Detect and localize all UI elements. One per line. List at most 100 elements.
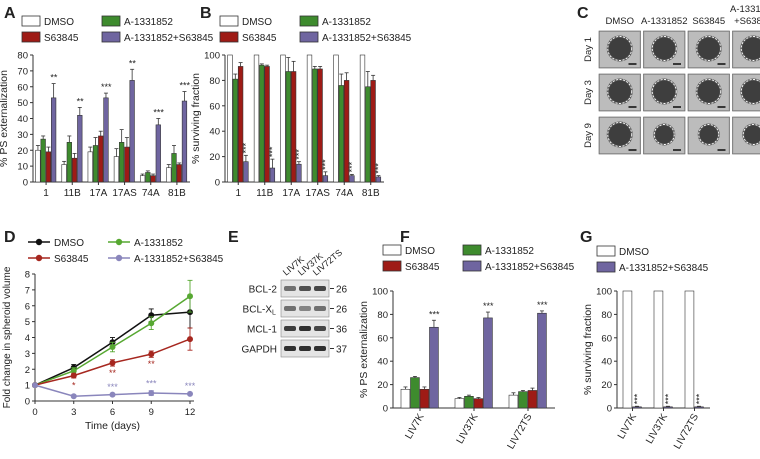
bar <box>410 377 420 409</box>
bar <box>322 175 329 183</box>
y-tick-label: 6 <box>25 301 30 312</box>
significance-label: ** <box>109 368 117 378</box>
significance-label: *** <box>374 163 384 174</box>
chart-panel-f: DMSO A-1331852 S63845 A-1331852+S63845 0 20 40… <box>358 244 575 451</box>
x-tick-label: 12 <box>185 407 196 418</box>
bar <box>61 164 67 183</box>
bar <box>429 326 439 409</box>
protein-band <box>284 306 296 311</box>
y-axis-title: Fold change in spheroid volume <box>2 266 13 408</box>
molecular-weight-label: 37 <box>336 345 348 356</box>
y-tick-label: 80 <box>209 76 220 87</box>
panel-letter-g: G <box>580 229 592 246</box>
bar <box>694 406 704 409</box>
y-tick-label: 0 <box>25 397 30 408</box>
image-row-label: Day 9 <box>583 123 594 148</box>
bar <box>243 161 249 183</box>
legend-label: DMSO <box>242 17 272 28</box>
image-column-label: A-1331852 <box>641 16 687 27</box>
bar <box>145 172 151 183</box>
protein-band <box>284 326 296 331</box>
bar <box>419 388 430 409</box>
spheroid-core <box>655 125 674 144</box>
legend-label: DMSO <box>619 247 649 258</box>
significance-label: *** <box>632 393 642 404</box>
y-tick-label: 60 <box>209 101 220 112</box>
bar <box>663 406 673 409</box>
y-tick-label: 80 <box>377 310 388 321</box>
legend-swatch <box>21 15 41 27</box>
significance-label: *** <box>185 381 196 391</box>
y-tick-label: 100 <box>596 287 612 298</box>
y-tick-label: 100 <box>372 287 388 298</box>
spheroid-outline <box>696 36 722 61</box>
legend: DMSO A-1331852+S63845 <box>596 245 709 274</box>
data-point <box>109 359 116 366</box>
x-tick-label: 1 <box>43 188 49 199</box>
significance-label: *** <box>101 82 112 92</box>
significance-label: *** <box>107 382 118 392</box>
data-point <box>109 344 116 351</box>
legend-swatch <box>101 31 121 43</box>
y-tick-label: 20 <box>601 380 612 391</box>
x-tick-label: LIV37K <box>644 412 670 446</box>
significance-label: *** <box>146 379 157 389</box>
bar <box>150 175 156 183</box>
data-point <box>187 293 193 300</box>
molecular-weight-label: 26 <box>336 305 348 316</box>
bar <box>166 167 172 183</box>
legend-label: S63845 <box>54 254 89 265</box>
y-tick-label: 0 <box>23 178 28 189</box>
protein-band <box>314 286 326 291</box>
y-tick-label: 70 <box>17 66 28 77</box>
significance-label: ** <box>77 96 85 106</box>
y-tick-label: 7 <box>25 285 30 296</box>
significance-label: *** <box>268 146 278 157</box>
bar <box>375 176 382 183</box>
legend-label: A-1331852 <box>124 17 173 28</box>
y-tick-label: 20 <box>377 380 388 391</box>
bar <box>632 406 642 409</box>
significance-label: ** <box>129 58 137 68</box>
bar <box>171 153 177 183</box>
bar <box>269 167 276 183</box>
y-tick-label: 4 <box>25 333 30 344</box>
legend-label: A-1331852 <box>485 246 534 257</box>
x-tick-label: 11B <box>256 188 273 199</box>
significance-label: *** <box>347 161 357 172</box>
x-tick-label: 3 <box>71 407 76 418</box>
protein-band <box>314 326 326 331</box>
legend-swatch <box>219 15 239 27</box>
bar <box>349 175 355 183</box>
x-tick-label: 17A <box>90 188 108 199</box>
y-tick-label: 50 <box>17 98 28 109</box>
chart-panel-b: DMSO A-1331852 S63845 A-1331852+S63845 0 20 40… <box>190 15 412 199</box>
protein-label: GAPDH <box>241 345 277 356</box>
legend-swatch <box>382 244 402 256</box>
spheroid-outline <box>607 122 633 147</box>
bar <box>537 312 547 409</box>
significance-label: *** <box>241 142 251 153</box>
chart-panel-a: DMSO A-1331852 S63845 A-1331852+S63845 0 10 20… <box>0 15 214 199</box>
y-tick-label: 10 <box>17 162 28 173</box>
protein-label-subscript: L <box>272 310 276 317</box>
y-tick-label: 60 <box>377 333 388 344</box>
y-tick-label: 3 <box>25 349 30 360</box>
y-axis-title: % surviving fraction <box>582 304 594 395</box>
legend-swatch <box>382 260 402 272</box>
panel-letter-d: D <box>4 229 16 246</box>
legend-label: A-1331852+S63845 <box>124 33 214 44</box>
protein-band <box>299 286 311 291</box>
significance-label: *** <box>429 309 440 319</box>
legend-swatch <box>299 15 319 27</box>
bar <box>51 97 57 183</box>
legend-label: A-1331852+S63845 <box>485 262 575 273</box>
bar <box>103 97 109 183</box>
panel-letter-b: B <box>200 5 212 22</box>
bar <box>129 80 135 183</box>
spheroid-core <box>608 37 631 60</box>
protein-label: MCL-1 <box>247 325 277 336</box>
spheroid-outline <box>607 79 633 104</box>
spheroid-outline <box>651 79 677 104</box>
